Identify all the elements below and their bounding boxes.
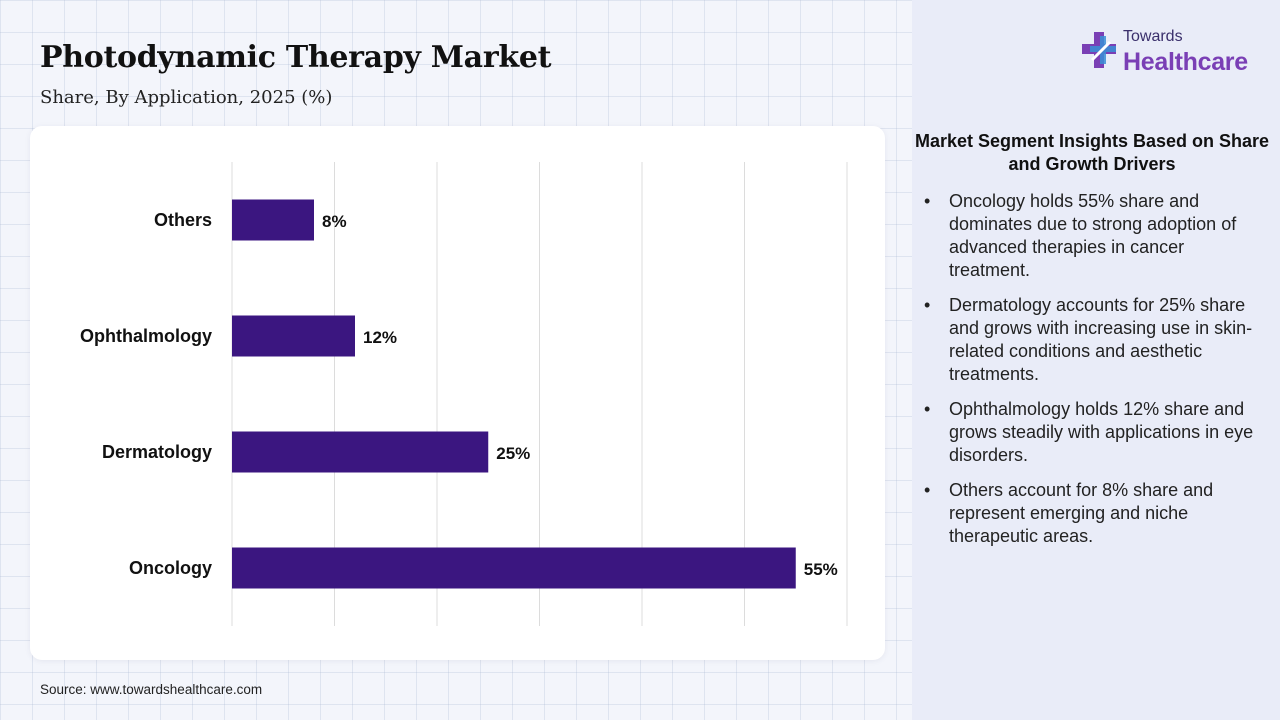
bar <box>232 547 796 589</box>
insight-text: Others account for 8% share and represen… <box>949 480 1214 546</box>
insight-item: • Dermatology accounts for 25% share and … <box>924 294 1254 386</box>
page-subtitle: Share, By Application, 2025 (%) <box>40 87 333 108</box>
bar <box>232 431 489 473</box>
chart-card: Others 8% Ophthalmology 12% Dermatology 25% On… <box>30 126 885 660</box>
page-title: Photodynamic Therapy Market <box>40 40 552 75</box>
bar <box>232 199 314 241</box>
data-label: 12% <box>363 328 397 347</box>
bullet-icon: • <box>924 191 931 211</box>
insight-text: Oncology holds 55% share and dominates d… <box>949 191 1237 280</box>
bullet-icon: • <box>924 295 931 315</box>
bar <box>232 315 355 357</box>
category-label: Dermatology <box>102 442 212 462</box>
logo-text-top: Towards <box>1123 28 1183 45</box>
logo-text-main: Healthcare <box>1123 48 1248 76</box>
category-label: Ophthalmology <box>80 326 212 346</box>
plus-cross-icon <box>1082 32 1116 68</box>
source-note: Source: www.towardshealthcare.com <box>40 682 263 697</box>
brand-logo: Towards Healthcare <box>1080 28 1260 80</box>
insights-title: Market Segment Insights Based on Share a… <box>914 131 1270 174</box>
insight-item: • Ophthalmology holds 12% share and grows… <box>924 398 1254 467</box>
insight-text: Ophthalmology holds 12% share and grows … <box>949 399 1254 465</box>
bullet-icon: • <box>924 399 931 419</box>
bar-chart: Others 8% Ophthalmology 12% Dermatology 25% On… <box>80 162 848 626</box>
data-label: 8% <box>322 212 347 231</box>
insights-panel: Market Segment Insights Based on Share a… <box>912 0 1280 720</box>
insights-list: • Oncology holds 55% share and dominates … <box>924 190 1254 560</box>
data-label: 55% <box>804 560 838 579</box>
data-label: 25% <box>496 444 530 463</box>
insight-item: • Oncology holds 55% share and dominates … <box>924 190 1254 282</box>
insight-item: • Others account for 8% share and represe… <box>924 479 1254 548</box>
bullet-icon: • <box>924 480 931 500</box>
category-label: Others <box>154 210 212 230</box>
category-label: Oncology <box>129 558 212 578</box>
insight-text: Dermatology accounts for 25% share and g… <box>949 295 1253 384</box>
